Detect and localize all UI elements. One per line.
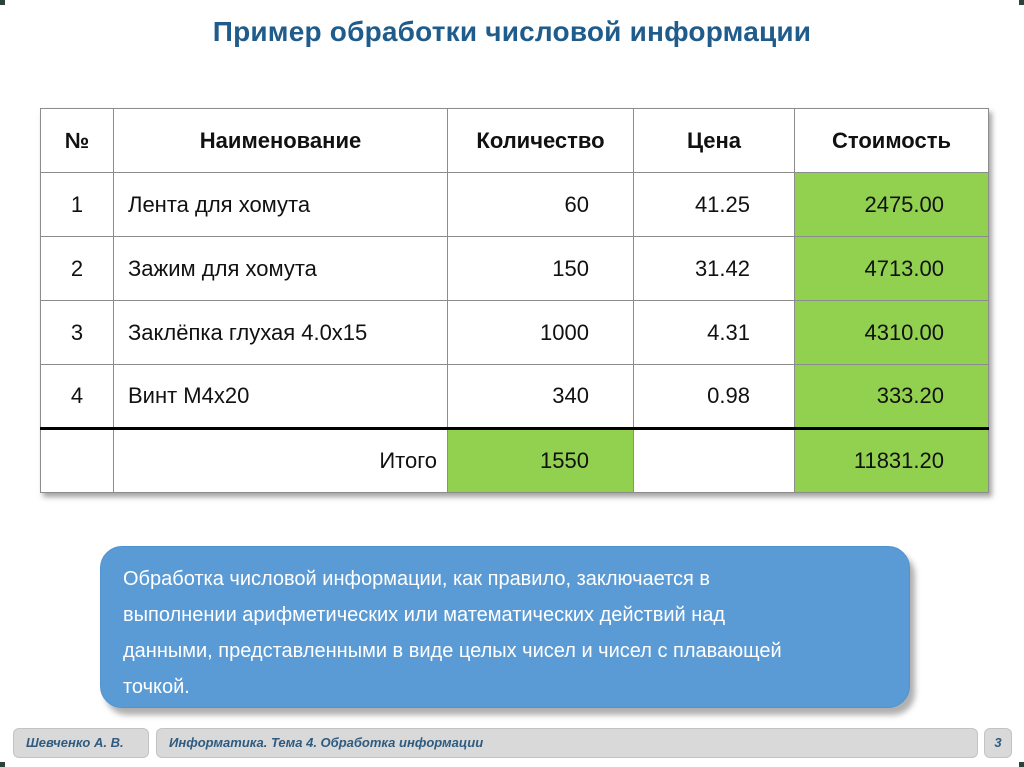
cell-quantity: 1000 <box>447 300 634 365</box>
table-totals-row: Итого 1550 11831.20 <box>40 427 989 493</box>
totals-label: Итого <box>113 427 448 493</box>
cell-number: 3 <box>40 300 114 365</box>
cell-cost: 4713.00 <box>794 236 989 301</box>
cell-quantity: 60 <box>447 172 634 237</box>
header-price: Цена <box>633 108 795 173</box>
footer-page-number: 3 <box>984 728 1012 758</box>
header-name: Наименование <box>113 108 448 173</box>
cell-number: 4 <box>40 364 114 429</box>
corner-mark-top-left <box>0 0 5 5</box>
cell-quantity: 340 <box>447 364 634 429</box>
cell-cost: 4310.00 <box>794 300 989 365</box>
cell-price: 41.25 <box>633 172 795 237</box>
price-table: № Наименование Количество Цена Стоимость… <box>40 108 989 493</box>
note-callout: Обработка числовой информации, как прави… <box>100 546 910 708</box>
cell-name: Винт М4х20 <box>113 364 448 429</box>
cell-name: Заклёпка глухая 4.0x15 <box>113 300 448 365</box>
cell-cost: 2475.00 <box>794 172 989 237</box>
note-line: Обработка числовой информации, как прави… <box>123 568 711 590</box>
header-cost: Стоимость <box>794 108 989 173</box>
corner-mark-bottom-left <box>0 762 5 767</box>
footer-author: Шевченко А. В. <box>13 728 149 758</box>
totals-quantity: 1550 <box>447 427 634 493</box>
cell-empty <box>40 427 114 493</box>
corner-mark-top-right <box>1019 0 1024 5</box>
cell-number: 1 <box>40 172 114 237</box>
table-header-row: № Наименование Количество Цена Стоимость <box>40 108 989 173</box>
note-line: данными, представленными в виде целых чи… <box>123 640 782 662</box>
cell-name: Лента для хомута <box>113 172 448 237</box>
table-row: 2 Зажим для хомута 150 31.42 4713.00 <box>40 236 989 301</box>
cell-cost: 333.20 <box>794 364 989 429</box>
cell-empty <box>633 427 795 493</box>
note-line: точкой. <box>123 676 190 698</box>
footer-course-title: Информатика. Тема 4. Обработка информаци… <box>156 728 978 758</box>
note-line: выполнении арифметических или математиче… <box>123 604 726 626</box>
table-row: 1 Лента для хомута 60 41.25 2475.00 <box>40 172 989 237</box>
corner-mark-bottom-right <box>1019 762 1024 767</box>
header-number: № <box>40 108 114 173</box>
table-row: 3 Заклёпка глухая 4.0x15 1000 4.31 4310.… <box>40 300 989 365</box>
cell-quantity: 150 <box>447 236 634 301</box>
cell-name: Зажим для хомута <box>113 236 448 301</box>
page-title: Пример обработки числовой информации <box>212 16 812 47</box>
table-row: 4 Винт М4х20 340 0.98 333.20 <box>40 364 989 429</box>
header-quantity: Количество <box>447 108 634 173</box>
cell-price: 4.31 <box>633 300 795 365</box>
cell-number: 2 <box>40 236 114 301</box>
cell-price: 0.98 <box>633 364 795 429</box>
cell-price: 31.42 <box>633 236 795 301</box>
totals-cost: 11831.20 <box>794 427 989 493</box>
